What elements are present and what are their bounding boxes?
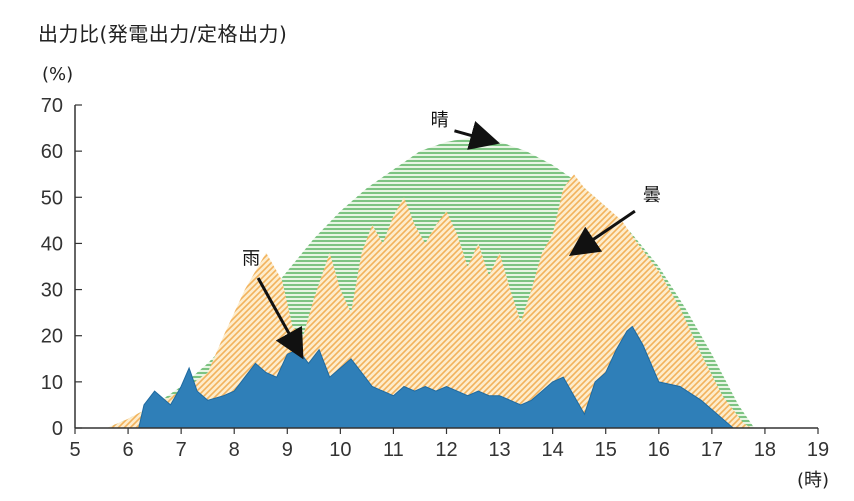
y-tick-label: 70 — [41, 95, 63, 117]
annotation-arrow-2 — [256, 277, 304, 360]
y-tick-label: 50 — [41, 187, 63, 209]
annotation-label-0: 晴 — [431, 110, 449, 131]
x-tick-label: 16 — [648, 439, 670, 461]
x-tick-label: 5 — [69, 439, 80, 461]
x-tick-label: 6 — [123, 439, 134, 461]
x-tick-label: 19 — [807, 439, 829, 461]
x-tick-label: 15 — [595, 439, 617, 461]
x-tick-label: 7 — [176, 439, 187, 461]
x-tick-label: 10 — [329, 439, 351, 461]
y-tick-label: 60 — [41, 141, 63, 163]
annotation-arrow-0 — [454, 121, 501, 150]
x-axis-unit: (時) — [797, 470, 830, 491]
y-tick-label: 10 — [41, 372, 63, 394]
y-tick-label: 30 — [41, 280, 63, 302]
annotation-arrow-1 — [568, 209, 636, 257]
x-tick-label: 8 — [229, 439, 240, 461]
chart-title: 出力比(発電出力/定格出力) — [38, 22, 288, 46]
x-tick-label: 13 — [488, 439, 510, 461]
y-axis-unit: (%) — [42, 64, 74, 85]
series-area-2 — [138, 325, 735, 429]
y-tick-label: 20 — [41, 326, 63, 348]
annotation-label-2: 雨 — [242, 249, 260, 270]
x-tick-label: 9 — [282, 439, 293, 461]
x-tick-label: 12 — [435, 439, 457, 461]
annotation-label-1: 曇 — [643, 185, 661, 206]
x-tick-label: 14 — [542, 439, 564, 461]
x-tick-label: 18 — [754, 439, 776, 461]
x-tick-label: 11 — [383, 439, 404, 461]
y-tick-label: 0 — [52, 418, 63, 440]
x-tick-label: 17 — [701, 439, 723, 461]
y-tick-label: 40 — [41, 233, 63, 255]
